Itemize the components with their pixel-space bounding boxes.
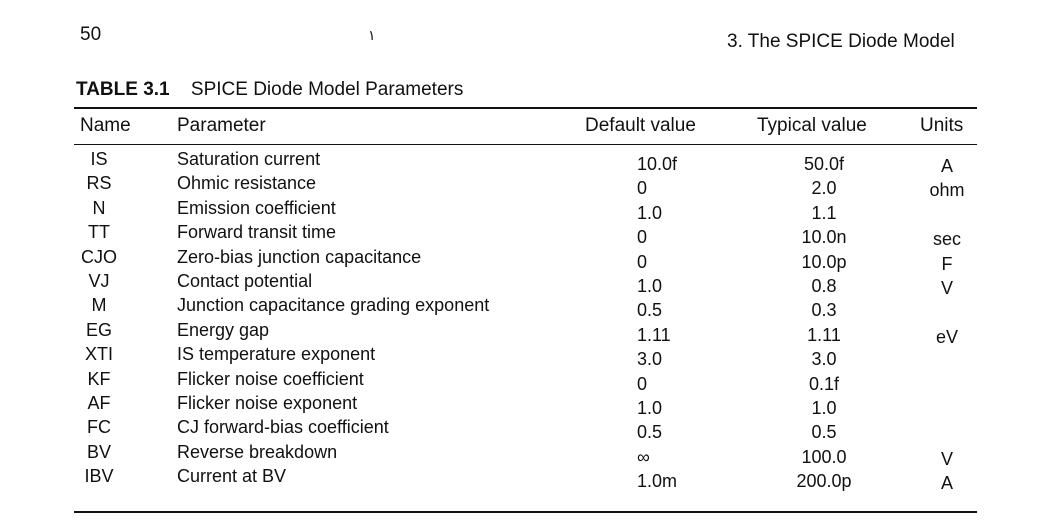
cell-parameter: Flicker noise exponent [177,393,358,413]
cell-name: BV [86,441,111,462]
cell-typical: 0.8 [811,276,837,296]
page-number: 50 [80,24,102,45]
cell-name: RS [86,173,112,194]
cell-units: eV [935,326,959,347]
cell-name: FC [87,417,111,438]
cell-typical: 2.0 [811,178,837,199]
cell-parameter: Forward transit time [177,222,337,243]
cell-name: XTI [84,344,113,365]
cell-name: VJ [88,271,110,291]
cell-name: M [91,295,107,316]
cell-name: CJO [81,246,117,267]
column-header-units: Units [920,115,964,136]
cell-units: A [940,156,953,176]
cell-typical: 0.1f [808,373,840,394]
cell-typical: 50.0f [803,154,845,174]
cell-parameter: CJ forward-bias coefficient [177,417,389,438]
cell-name: AF [87,393,111,413]
cell-default: 3.0 [637,349,663,370]
cell-name: IBV [84,466,114,487]
cell-default: 10.0f [637,154,678,174]
cell-units: ohm [929,180,965,201]
cell-parameter: Contact potential [177,271,313,291]
cell-name: TT [88,222,110,243]
cell-units: A [940,473,953,494]
cell-parameter: Saturation current [177,149,321,169]
cell-typical: 3.0 [811,349,837,370]
cell-default: 1.0m [637,471,678,492]
cell-parameter: Reverse breakdown [177,441,338,462]
cell-units: V [940,278,953,298]
cell-units: sec [932,229,961,250]
cell-typical: 0.3 [811,300,837,321]
cell-typical: 10.0p [801,251,847,272]
stray-mark: ۱ [368,27,376,43]
cell-typical: 0.5 [811,422,837,443]
cell-default: 0.5 [637,422,663,443]
running-head: 3. The SPICE Diode Model [727,31,955,52]
cell-typical: 10.0n [801,227,847,248]
cell-typical: 1.1 [811,202,837,223]
cell-name: EG [85,319,112,340]
table-label: TABLE 3.1 [76,79,170,100]
cell-typical: 1.11 [807,324,841,345]
cell-default: 1.0 [637,202,663,223]
cell-default: 1.11 [637,324,671,345]
cell-default: ∞ [637,446,650,467]
cell-default: 1.0 [637,276,663,296]
cell-default: 0.5 [637,300,663,321]
cell-parameter: Flicker noise coefficient [177,368,364,389]
cell-parameter: Junction capacitance grading exponent [177,295,490,316]
cell-default: 0 [637,373,648,394]
cell-parameter: Zero-bias junction capacitance [177,246,422,267]
cell-name: IS [90,149,108,169]
cell-default: 0 [637,251,648,272]
table-header-rule [74,144,977,145]
cell-units: F [941,253,953,274]
cell-typical: 100.0 [801,446,847,467]
cell-default: 0 [637,178,648,199]
cell-typical: 1.0 [811,398,837,418]
cell-parameter: Emission coefficient [177,197,336,218]
cell-default: 0 [637,227,648,248]
cell-typical: 200.0p [796,471,852,492]
table-top-rule [74,107,977,109]
cell-parameter: Current at BV [177,466,287,487]
cell-name: N [92,197,106,218]
column-header-default: Default value [585,115,696,136]
table-caption: SPICE Diode Model Parameters [190,79,464,100]
cell-parameter: Energy gap [177,319,270,340]
cell-default: 1.0 [637,398,663,418]
column-header-name: Name [80,115,131,136]
cell-parameter: IS temperature exponent [177,344,376,365]
cell-name: KF [87,368,111,389]
column-header-typical: Typical value [757,115,867,136]
table-title: TABLE 3.1 SPICE Diode Model Parameters [76,79,463,101]
column-header-parameter: Parameter [177,115,266,136]
cell-parameter: Ohmic resistance [177,173,317,194]
cell-units: V [940,448,953,469]
table-bottom-rule [74,511,977,513]
